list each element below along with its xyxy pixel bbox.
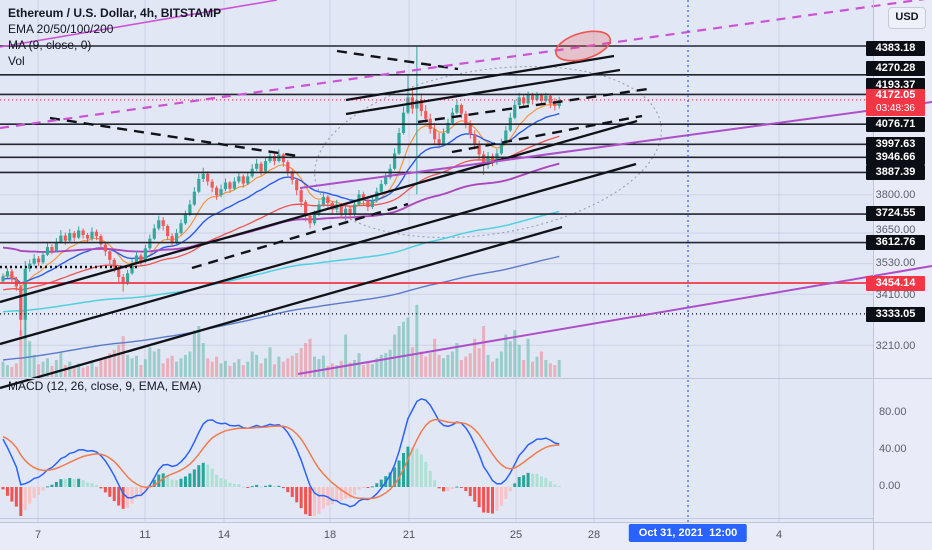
price-label: 3724.55 [866,205,925,221]
macd-signal-line [2,418,560,500]
red-ellipse-drawing[interactable] [553,26,614,66]
magenta-dashed-trendline [0,0,926,130]
price-label: 3612.76 [866,234,925,250]
macd-axis-tick: 0.00 [879,480,901,492]
bar-countdown: 03:48:36 [876,103,915,114]
price-label: 3530.00 [875,256,916,269]
time-axis-tick: 25 [509,529,523,541]
purple-trendline [297,265,932,375]
price-label: 3210.00 [875,339,916,352]
purple-trendline [299,101,932,189]
price-label: 4270.28 [866,60,925,76]
price-label: 3650.00 [875,223,916,236]
current-price-label: 4172.05 03:48:36 [866,89,925,116]
time-axis-tick: 7 [34,529,42,541]
price-label: 3454.14 [866,275,925,291]
currency-toggle-button[interactable]: USD [888,7,926,29]
price-label: 4193.37 [866,77,925,93]
time-axis-tick: 4 [775,529,783,541]
trend-ma-line [2,255,560,361]
time-axis-tick: 21 [402,529,416,541]
trendline-drawings[interactable] [0,0,932,390]
price-label: 3946.66 [866,149,925,165]
macd-layer [1,398,561,516]
time-axis-tick: 11 [139,529,151,541]
time-axis-tick: 28 [587,529,601,541]
crosshair-date-label: Oct 31, 2021 12:00 [628,524,748,542]
time-axis-tick: 14 [217,529,231,541]
price-label: 4383.18 [866,40,925,56]
macd-axis-tick: 40.00 [879,442,907,455]
time-axis-tick: 18 [323,529,337,541]
price-label: 3997.63 [866,136,925,152]
price-label: 3333.05 [866,306,925,322]
price-label: 3887.39 [866,164,925,180]
magenta-solid-trendline [0,0,278,48]
ema200-line [2,210,560,313]
macd-legend[interactable]: MACD (12, 26, close, 9, EMA, EMA) [8,379,202,393]
price-label: 3800.00 [875,188,916,201]
price-label: 4076.71 [866,116,925,132]
price-label: 3410.00 [875,288,916,301]
macd-axis-tick: 80.00 [879,405,907,418]
